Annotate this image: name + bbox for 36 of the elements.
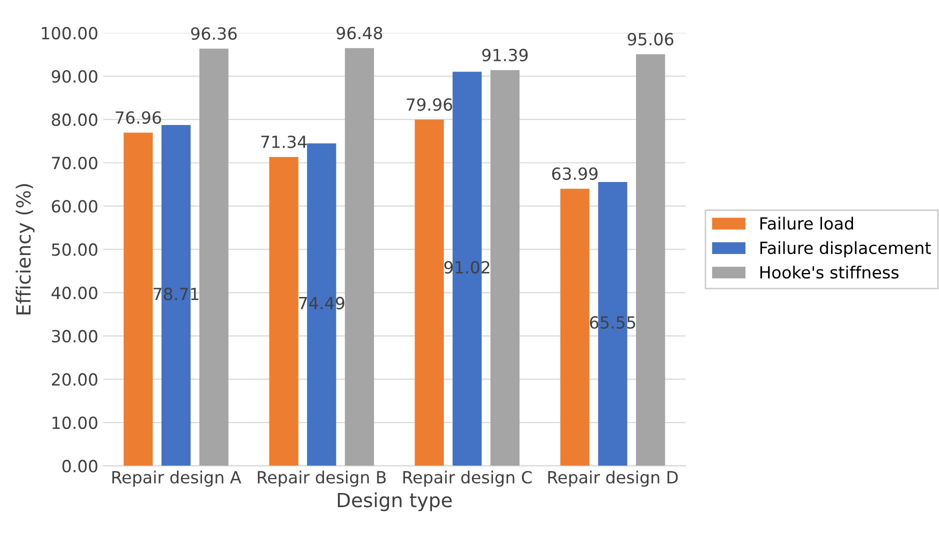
data-label: 91.39 (482, 48, 528, 62)
y-tick-label: 40.00 (52, 286, 98, 300)
bar (560, 188, 590, 466)
bar (124, 132, 153, 466)
y-tick-label: 100.00 (42, 26, 98, 40)
x-tick-label: Repair design A (112, 470, 242, 487)
y-axis-title: Efficiency (%) (16, 184, 35, 314)
x-tick-label: Repair design D (548, 470, 678, 487)
y-tick-label: 90.00 (52, 70, 98, 83)
data-label: 76.96 (116, 111, 162, 124)
legend-label: Failure load (760, 216, 854, 230)
data-label: 96.36 (191, 27, 237, 40)
data-label: 79.96 (406, 98, 452, 111)
x-tick-label: Repair design C (403, 470, 532, 487)
x-tick-label: Repair design B (258, 470, 386, 487)
y-tick-label: 70.00 (52, 156, 98, 170)
bar (490, 70, 520, 466)
y-tick-label: 10.00 (52, 416, 98, 430)
data-label: 96.48 (336, 26, 382, 40)
x-axis-title: Design type (338, 492, 452, 512)
y-tick-label: 60.00 (52, 200, 98, 213)
data-label: 95.06 (628, 32, 674, 46)
data-label: 63.99 (552, 167, 598, 180)
y-tick-label: 0.00 (62, 460, 98, 472)
bar (269, 156, 298, 466)
bar (344, 48, 374, 466)
legend-label: Hooke's stiffness (760, 266, 899, 279)
bar (414, 120, 444, 466)
y-tick-label: 80.00 (52, 113, 98, 126)
legend-label: Failure displacement (760, 241, 931, 258)
y-tick-label: 30.00 (52, 330, 98, 342)
data-label: 71.34 (261, 136, 307, 148)
y-tick-label: 20.00 (52, 373, 98, 386)
bar (636, 54, 666, 466)
bar (199, 48, 228, 466)
y-tick-label: 50.00 (52, 243, 98, 256)
